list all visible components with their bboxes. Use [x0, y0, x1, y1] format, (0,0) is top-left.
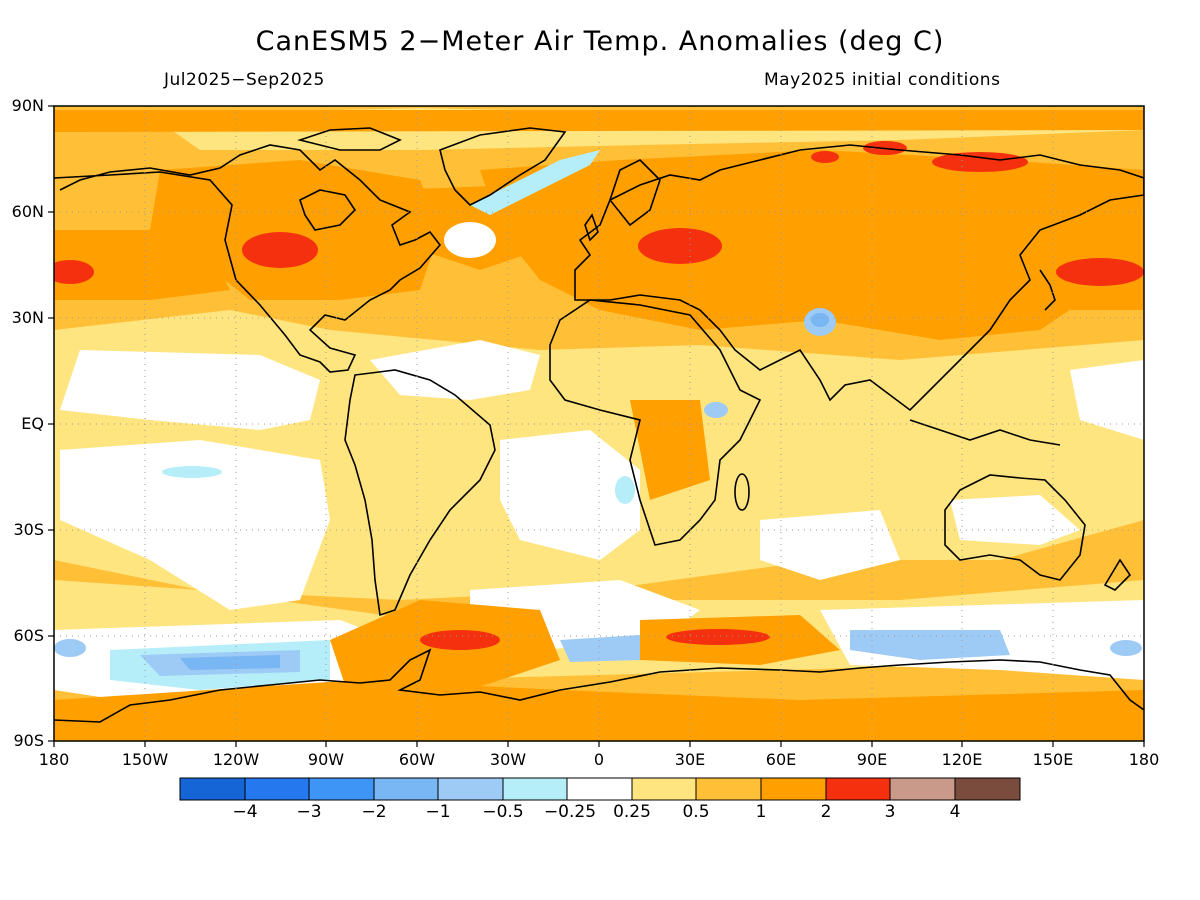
anomaly-region-north-pacific-warm [54, 230, 230, 300]
anomaly-region-south-atlantic-neutral [500, 430, 640, 560]
anomaly-region-east-africa-cool [704, 402, 728, 418]
colorbar-label: −1 [425, 802, 451, 822]
colorbar-label: 0.5 [682, 802, 710, 822]
axis-ticks [48, 105, 1145, 747]
coastline-new-zealand [1103, 558, 1132, 591]
coastline-north-america [54, 144, 442, 373]
colorbar-label: −2 [361, 802, 387, 822]
coastline-africa [549, 299, 762, 546]
colorbar-swatch-10 [825, 777, 891, 801]
coastline-antarctica [54, 648, 1144, 723]
anomaly-region-southern-atlantic-cool [560, 635, 640, 662]
anomaly-region-west-pacific-neutral [1070, 360, 1144, 440]
lon-label-120e: 120E [941, 750, 983, 769]
coastline-british-isles [584, 213, 599, 242]
colorbar-label: 3 [884, 802, 896, 822]
anomaly-region-south-pacific-neutral [60, 440, 330, 610]
colorbar-label: 0.25 [613, 802, 651, 822]
colorbar [179, 777, 1021, 801]
anomaly-region-north-atlantic-cool [444, 222, 496, 258]
anomaly-region-tibet-cool-core [811, 313, 829, 327]
anomaly-hotspot-north-america [242, 232, 318, 268]
colorbar-swatch-7 [631, 777, 697, 801]
lon-label-120w: 120W [212, 750, 260, 769]
coastlines [54, 127, 1144, 723]
colorbar-label: −3 [296, 802, 322, 822]
lat-label-60n: 60N [11, 202, 44, 221]
anomaly-region-arctic-warm [54, 110, 1144, 132]
lon-label-180w: 180 [38, 750, 70, 769]
colorbar-swatch-8 [695, 777, 762, 801]
coastline-madagascar [734, 473, 750, 511]
colorbar-label: −0.25 [543, 802, 597, 822]
colorbar-label: −0.5 [482, 802, 524, 822]
colorbar-swatch-11 [889, 777, 956, 801]
anomaly-region-southern-indian-cool [850, 630, 1010, 660]
lon-label-90w: 90W [307, 750, 345, 769]
colorbar-swatch-0 [179, 777, 246, 801]
coastline-greenland [439, 127, 567, 206]
coastline-scandinavia [609, 159, 661, 227]
anomaly-region-southeast-pacific-coolest [180, 655, 280, 670]
colorbar-swatch-12 [954, 777, 1021, 801]
anomaly-region-indian-ocean-neutral [760, 510, 900, 580]
lon-label-60e: 60E [765, 750, 797, 769]
coastline-arctic-islands [297, 127, 402, 151]
anomaly-region-southwest-pacific-cool [54, 639, 86, 657]
coastline-eurasia [574, 144, 1144, 412]
colorbar-label: 1 [755, 802, 767, 822]
lat-label-30n: 30N [11, 308, 44, 327]
lon-label-90e: 90E [856, 750, 888, 769]
lon-label-150e: 150E [1032, 750, 1074, 769]
anomaly-region-east-pacific-neutral [60, 350, 320, 430]
map-title: CanESM5 2−Meter Air Temp. Anomalies (deg… [255, 26, 945, 57]
lat-label-eq: EQ [21, 414, 44, 433]
lon-label-60w: 60W [398, 750, 436, 769]
anomaly-region-southeast-indian-cool [1110, 640, 1142, 656]
anomaly-region-antarctica-warm [54, 680, 1144, 741]
forecast-period: Jul2025−Sep2025 [164, 70, 325, 90]
lon-label-150w: 150W [121, 750, 169, 769]
anomaly-hotspot-nw-pacific [1056, 258, 1144, 286]
anomaly-region-weddell-warm [330, 600, 560, 700]
lat-label-30s: 30S [13, 520, 44, 539]
anomaly-hotspot-eastern-europe [638, 228, 722, 264]
anomaly-region-south-pacific-cool [162, 466, 222, 478]
coastline-hudson-bay [299, 189, 357, 231]
lat-label-90s: 90S [13, 731, 44, 750]
coastline-south-america [344, 369, 496, 617]
coastline-australia [944, 474, 1086, 581]
anomaly-hotspot-indian-southern [666, 629, 770, 645]
colorbar-swatch-3 [373, 777, 439, 801]
lon-label-180e: 180 [1128, 750, 1160, 769]
anomaly-region-southwest-africa-cool [615, 476, 635, 504]
lat-label-60s: 60S [13, 626, 44, 645]
anomaly-hotspot-arctic-west [811, 151, 839, 163]
lat-label-90n: 90N [11, 96, 44, 115]
anomaly-hotspot-siberia [932, 152, 1028, 172]
lon-label-0: 0 [593, 750, 605, 769]
anomaly-region-australia-neutral [950, 495, 1080, 545]
anomaly-hotspot-north-pacific [54, 260, 94, 284]
anomaly-region-atlantic-neutral [370, 340, 540, 400]
coastline-maritime-se-asia [909, 419, 1061, 446]
anomaly-region-eurasia-warm [480, 150, 1144, 340]
colorbar-swatch-4 [437, 777, 504, 801]
colorbar-swatch-5 [502, 777, 568, 801]
colorbar-swatch-9 [760, 777, 827, 801]
colorbar-label: −4 [232, 802, 258, 822]
anomaly-region-greenland-cool [470, 150, 600, 215]
colorbar-label: 4 [949, 802, 961, 822]
anomaly-hotspot-weddell [420, 630, 500, 650]
lon-label-30e: 30E [674, 750, 706, 769]
colorbar-swatch-1 [244, 777, 310, 801]
colorbar-swatch-2 [308, 777, 375, 801]
colorbar-label: 2 [820, 802, 832, 822]
initial-conditions: May2025 initial conditions [764, 70, 1001, 90]
lon-label-30w: 30W [489, 750, 527, 769]
colorbar-swatch-6 [566, 777, 633, 801]
